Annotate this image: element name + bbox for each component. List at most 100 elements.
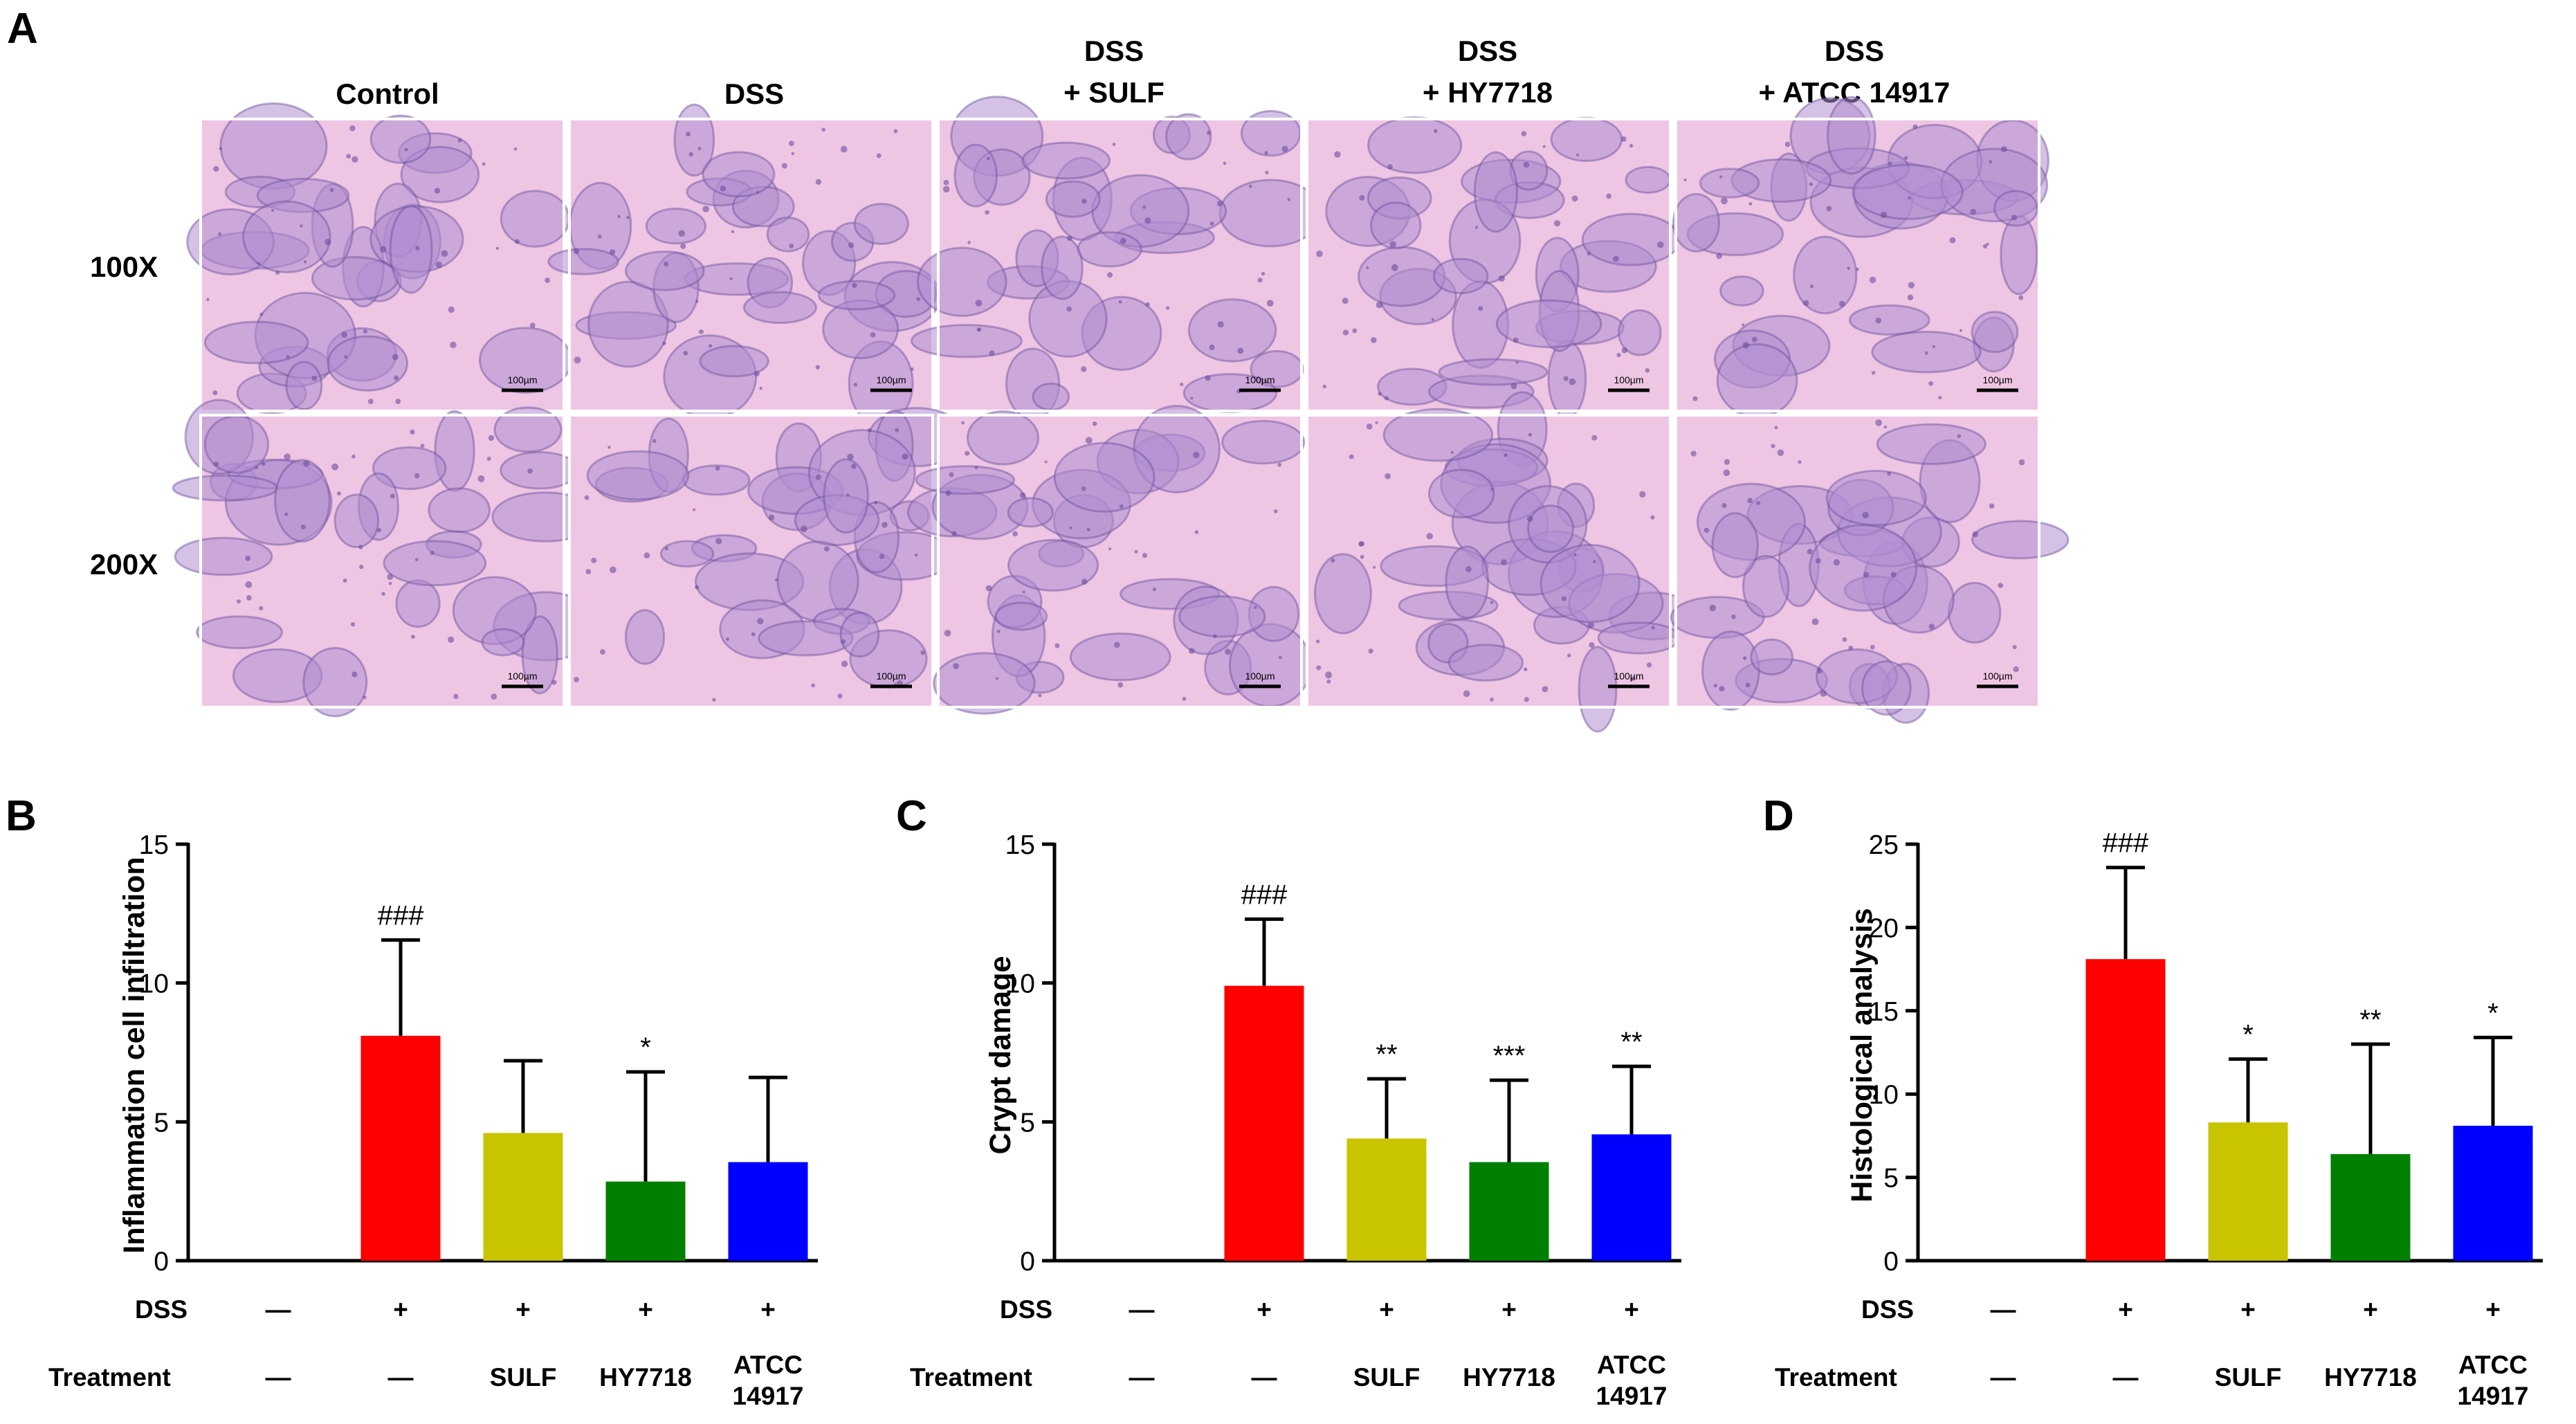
y-tick-label: 5 xyxy=(1883,1164,1899,1194)
tissue-nucleus xyxy=(1938,396,1942,400)
tissue-crypt xyxy=(1827,95,1876,175)
tissue-nucleus xyxy=(1742,342,1750,349)
tissue-nucleus xyxy=(341,331,348,338)
micrograph-dss-sulf-200x: 100µm xyxy=(906,405,1312,715)
tissue-crypt xyxy=(1473,151,1518,233)
bar-sulf xyxy=(2208,1122,2288,1261)
treatment-value-atcc-14917-line2: 14917 xyxy=(1596,1382,1668,1410)
tissue-nucleus xyxy=(359,565,364,569)
tissue-nucleus xyxy=(1281,145,1288,152)
tissue-nucleus xyxy=(1970,208,1977,215)
significance-sulf: ** xyxy=(1376,1039,1397,1070)
tissue-nucleus xyxy=(1809,182,1814,186)
tissue-nucleus xyxy=(395,399,401,404)
dss-value-sulf: + xyxy=(2240,1295,2256,1324)
micrograph-control-200x: 100µm xyxy=(172,399,599,718)
tissue-nucleus xyxy=(1928,623,1935,630)
tissue-nucleus xyxy=(1513,337,1519,343)
tissue-crypt xyxy=(659,540,715,568)
tissue-nucleus xyxy=(610,566,616,574)
tissue-nucleus xyxy=(1723,469,1730,477)
tissue-nucleus xyxy=(617,214,621,219)
tissue-nucleus xyxy=(1802,300,1809,307)
tissue-nucleus xyxy=(726,637,730,641)
tissue-crypt xyxy=(1578,646,1618,733)
tissue-nucleus xyxy=(1426,533,1433,540)
y-tick-label: 10 xyxy=(1869,1080,1899,1110)
tissue-nucleus xyxy=(977,327,982,331)
tissue-nucleus xyxy=(1054,643,1060,648)
tissue-nucleus xyxy=(985,585,992,592)
tissue-crypt xyxy=(521,615,558,695)
tissue-nucleus xyxy=(275,271,280,275)
tissue-nucleus xyxy=(852,282,857,289)
tissue-nucleus xyxy=(1376,301,1383,309)
tissue-nucleus xyxy=(1223,161,1227,165)
col-header-dss-sulf-2: + SULF xyxy=(1063,76,1164,109)
tissue-nucleus xyxy=(1745,682,1751,688)
tissue-nucleus xyxy=(1081,366,1087,372)
tissue-nucleus xyxy=(996,630,1001,633)
tissue-nucleus xyxy=(1316,639,1320,643)
tissue-nucleus xyxy=(1325,671,1333,679)
tissue-nucleus xyxy=(1515,360,1519,364)
tissue-nucleus xyxy=(851,464,857,469)
tissue-crypt xyxy=(428,487,491,533)
tissue-nucleus xyxy=(218,232,222,236)
tissue-crypt xyxy=(1313,553,1372,635)
bar-atcc-14917 xyxy=(728,1162,808,1261)
tissue-nucleus xyxy=(453,693,459,700)
col-header-dss-hy7718-1: DSS xyxy=(1458,35,1517,67)
tissue-nucleus xyxy=(1713,684,1717,688)
tissue-nucleus xyxy=(477,475,485,482)
tissue-nucleus xyxy=(2012,645,2017,650)
tissue-nucleus xyxy=(731,230,735,234)
tissue-nucleus xyxy=(379,246,387,253)
tissue-crypt xyxy=(1367,116,1463,174)
bar-hy7718 xyxy=(605,1181,686,1261)
tissue-nucleus xyxy=(910,367,914,371)
treatment-value-sulf: SULF xyxy=(490,1363,557,1391)
tissue-nucleus xyxy=(1264,151,1268,155)
dss-value-hy7718: + xyxy=(2363,1295,2378,1324)
tissue-nucleus xyxy=(271,209,275,212)
treatment-value-hy7718: HY7718 xyxy=(1463,1363,1555,1391)
tissue-nucleus xyxy=(902,453,908,460)
tissue-nucleus xyxy=(1589,642,1595,648)
tissue-crypt xyxy=(500,190,570,248)
tissue-nucleus xyxy=(1606,193,1611,199)
tissue-crypt xyxy=(1021,141,1111,180)
tissue-crypt xyxy=(285,360,323,411)
tissue-crypt xyxy=(389,205,433,294)
tissue-nucleus xyxy=(488,435,495,441)
y-tick-label: 15 xyxy=(1869,997,1899,1027)
tissue-nucleus xyxy=(246,595,252,601)
tissue-nucleus xyxy=(351,454,356,459)
tissue-nucleus xyxy=(1012,531,1018,537)
tissue-nucleus xyxy=(1875,317,1882,324)
tissue-nucleus xyxy=(1833,559,1840,566)
tissue-nucleus xyxy=(1081,578,1088,585)
treatment-value-atcc-14917-line2: 14917 xyxy=(733,1382,804,1410)
tissue-nucleus xyxy=(1716,253,1722,259)
tissue-nucleus xyxy=(1528,432,1533,437)
tissue-crypt xyxy=(1445,545,1490,619)
tissue-crypt xyxy=(1007,497,1054,528)
tissue-nucleus xyxy=(847,453,854,461)
tissue-nucleus xyxy=(695,300,699,303)
tissue-nucleus xyxy=(608,446,611,449)
panel-d-ylabel: Histological analysis xyxy=(1845,908,1879,1202)
tissue-nucleus xyxy=(486,456,491,462)
tissue-nucleus xyxy=(949,472,954,477)
tissue-crypt xyxy=(853,203,909,246)
tissue-nucleus xyxy=(774,578,778,581)
significance-hy7718: * xyxy=(640,1032,651,1063)
tissue-nucleus xyxy=(1774,426,1778,430)
panel-b-label: B xyxy=(6,792,37,840)
y-tick-label: 25 xyxy=(1869,830,1899,860)
tissue-nucleus xyxy=(573,248,580,255)
tissue-crypt xyxy=(1069,632,1171,682)
tissue-crypt xyxy=(1993,190,2039,227)
tissue-nucleus xyxy=(841,639,846,644)
tissue-nucleus xyxy=(381,592,385,596)
